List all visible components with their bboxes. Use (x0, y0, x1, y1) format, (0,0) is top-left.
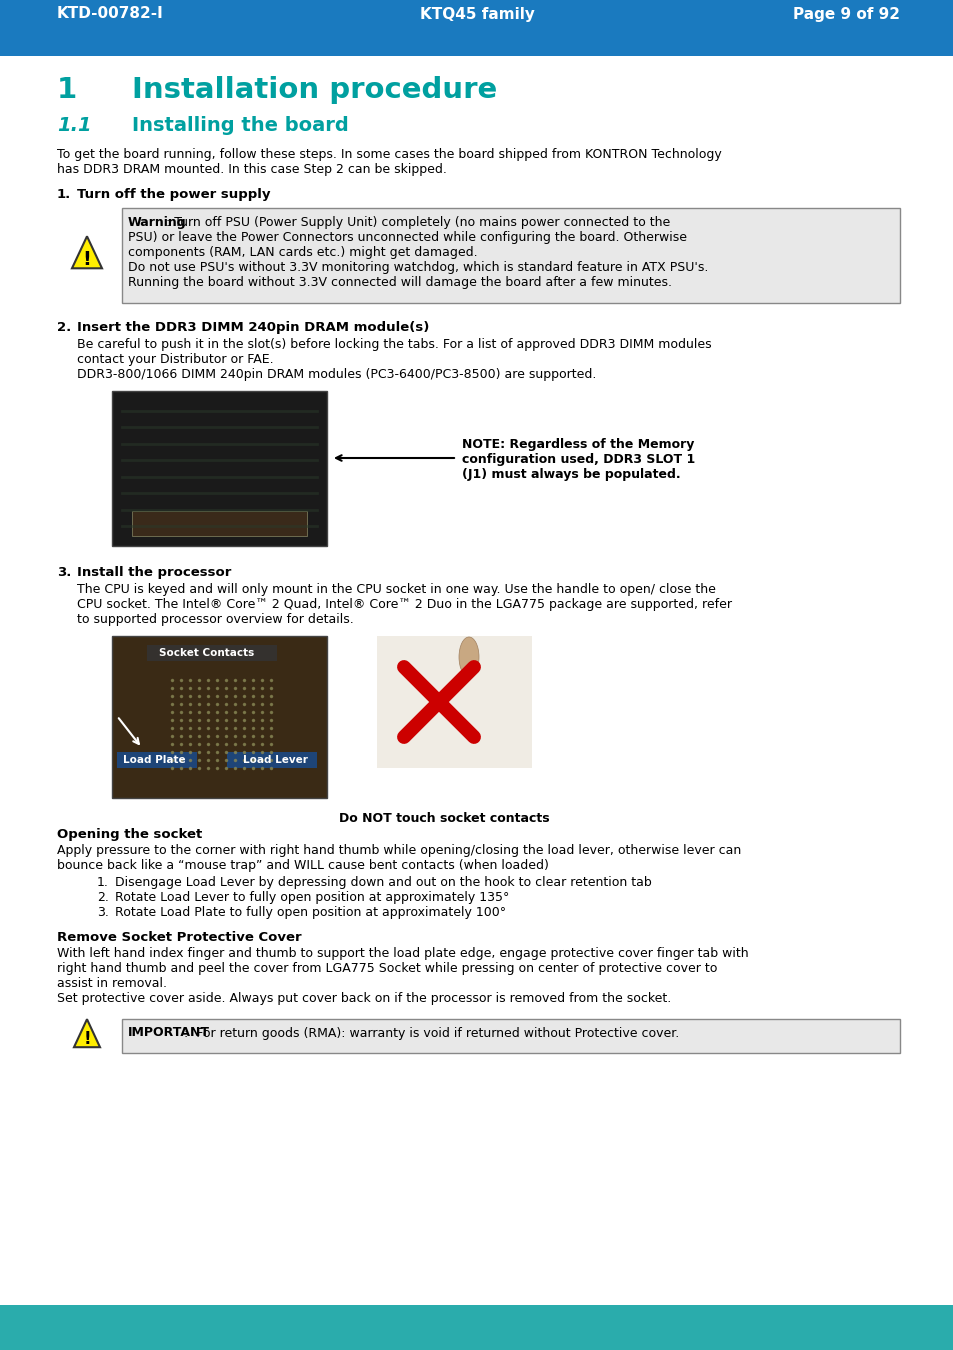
Polygon shape (74, 1019, 100, 1048)
Text: assist in removal.: assist in removal. (57, 977, 167, 990)
Text: : Turn off PSU (Power Supply Unit) completely (no mains power connected to the: : Turn off PSU (Power Supply Unit) compl… (167, 216, 670, 230)
Text: :  For return goods (RMA): warranty is void if returned without Protective cover: : For return goods (RMA): warranty is vo… (184, 1026, 679, 1040)
Text: bounce back like a “mouse trap” and WILL cause bent contacts (when loaded): bounce back like a “mouse trap” and WILL… (57, 859, 548, 872)
Text: Installing the board: Installing the board (132, 116, 349, 135)
Text: Remove Socket Protective Cover: Remove Socket Protective Cover (57, 931, 301, 944)
Bar (0, 1324, 953, 1350)
Text: 3.: 3. (97, 906, 109, 919)
Text: To get the board running, follow these steps. In some cases the board shipped fr: To get the board running, follow these s… (57, 148, 721, 161)
Text: !: ! (83, 1030, 91, 1048)
Text: Opening the socket: Opening the socket (57, 828, 202, 841)
Text: DDR3-800/1066 DIMM 240pin DRAM modules (PC3-6400/PC3-8500) are supported.: DDR3-800/1066 DIMM 240pin DRAM modules (… (77, 369, 596, 381)
Text: Rotate Load Lever to fully open position at approximately 135°: Rotate Load Lever to fully open position… (115, 891, 509, 904)
Bar (147, 645, 276, 662)
Text: Running the board without 3.3V connected will damage the board after a few minut: Running the board without 3.3V connected… (128, 275, 671, 289)
Text: !: ! (83, 250, 91, 269)
Text: 3.: 3. (57, 566, 71, 579)
Text: has DDR3 DRAM mounted. In this case Step 2 can be skipped.: has DDR3 DRAM mounted. In this case Step… (57, 163, 446, 176)
Text: configuration used, DDR3 SLOT 1: configuration used, DDR3 SLOT 1 (461, 454, 695, 466)
FancyBboxPatch shape (0, 1305, 953, 1350)
Text: to supported processor overview for details.: to supported processor overview for deta… (77, 613, 354, 626)
Text: The CPU is keyed and will only mount in the CPU socket in one way. Use the handl: The CPU is keyed and will only mount in … (77, 583, 715, 595)
Text: IMPORTANT: IMPORTANT (128, 1026, 210, 1040)
Text: Installation procedure: Installation procedure (132, 76, 497, 104)
Text: Apply pressure to the corner with right hand thumb while opening/closing the loa: Apply pressure to the corner with right … (57, 844, 740, 857)
Text: Socket Contacts: Socket Contacts (159, 648, 254, 657)
Bar (117, 752, 196, 768)
Text: NOTE: Regardless of the Memory: NOTE: Regardless of the Memory (461, 437, 694, 451)
Text: 1: 1 (57, 76, 77, 104)
Bar (122, 1019, 899, 1053)
Text: Turn off the power supply: Turn off the power supply (77, 188, 271, 201)
Text: Disengage Load Lever by depressing down and out on the hook to clear retention t: Disengage Load Lever by depressing down … (115, 876, 651, 890)
Text: Install the processor: Install the processor (77, 566, 232, 579)
Bar (112, 392, 327, 545)
Text: 1.1: 1.1 (57, 116, 91, 135)
Bar (132, 512, 307, 536)
Text: :: : (165, 828, 170, 841)
Text: Insert the DDR3 DIMM 240pin DRAM module(s): Insert the DDR3 DIMM 240pin DRAM module(… (77, 321, 429, 333)
Text: 1.: 1. (57, 188, 71, 201)
Text: contact your Distributor or FAE.: contact your Distributor or FAE. (77, 352, 274, 366)
Text: KTQ45 family: KTQ45 family (419, 7, 534, 22)
Text: Page 9 of 92: Page 9 of 92 (792, 7, 899, 22)
Text: PSU) or leave the Power Connectors unconnected while configuring the board. Othe: PSU) or leave the Power Connectors uncon… (128, 231, 686, 244)
Text: Load Plate: Load Plate (123, 755, 185, 765)
Bar (376, 636, 532, 768)
Bar (122, 208, 899, 302)
Text: Warning: Warning (128, 216, 187, 230)
Text: Load Lever: Load Lever (242, 755, 307, 765)
Text: Do NOT touch socket contacts: Do NOT touch socket contacts (338, 811, 549, 825)
Text: 2.: 2. (97, 891, 109, 904)
Text: components (RAM, LAN cards etc.) might get damaged.: components (RAM, LAN cards etc.) might g… (128, 246, 477, 259)
Text: right hand thumb and peel the cover from LGA775 Socket while pressing on center : right hand thumb and peel the cover from… (57, 963, 717, 975)
Text: Rotate Load Plate to fully open position at approximately 100°: Rotate Load Plate to fully open position… (115, 906, 506, 919)
Text: With left hand index finger and thumb to support the load plate edge, engage pro: With left hand index finger and thumb to… (57, 946, 748, 960)
Text: KTD-00782-I: KTD-00782-I (57, 7, 164, 22)
Ellipse shape (458, 637, 478, 676)
Bar (112, 636, 327, 798)
Polygon shape (71, 236, 102, 269)
Bar (227, 752, 316, 768)
Bar (0, 0, 953, 36)
Text: (J1) must always be populated.: (J1) must always be populated. (461, 468, 679, 481)
Text: CPU socket. The Intel® Core™ 2 Quad, Intel® Core™ 2 Duo in the LGA775 package ar: CPU socket. The Intel® Core™ 2 Quad, Int… (77, 598, 731, 612)
Text: Be careful to push it in the slot(s) before locking the tabs. For a list of appr: Be careful to push it in the slot(s) bef… (77, 338, 711, 351)
Text: 1.: 1. (97, 876, 109, 890)
FancyBboxPatch shape (0, 0, 953, 55)
Text: 2.: 2. (57, 321, 71, 333)
Text: Do not use PSU's without 3.3V monitoring watchdog, which is standard feature in : Do not use PSU's without 3.3V monitoring… (128, 261, 708, 274)
Text: Set protective cover aside. Always put cover back on if the processor is removed: Set protective cover aside. Always put c… (57, 992, 671, 1004)
